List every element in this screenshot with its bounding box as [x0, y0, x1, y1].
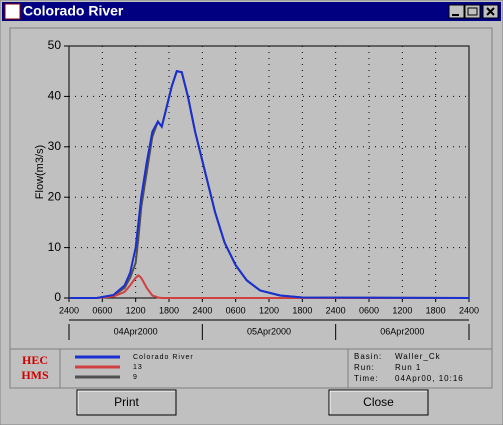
legend-label: 13 — [133, 364, 143, 371]
y-tick-label: 50 — [48, 38, 62, 52]
button[interactable] — [76, 389, 177, 416]
info-label: Run: — [354, 363, 375, 372]
info-label: Time: — [354, 374, 379, 383]
x-tick-label: 1200 — [259, 305, 279, 315]
y-tick-label: 10 — [48, 240, 62, 254]
title-bar — [2, 2, 501, 21]
button-bevel — [329, 390, 427, 414]
x-tick-label: 0600 — [92, 305, 112, 315]
button-label[interactable]: Print — [114, 395, 139, 409]
x-tick-label: 2400 — [326, 305, 346, 315]
x-tick-label: 2400 — [459, 305, 479, 315]
series-line — [69, 70, 470, 299]
x-tick-label: 2400 — [192, 305, 212, 315]
button-bevel — [77, 390, 175, 414]
legend-label: 9 — [133, 374, 138, 381]
y-tick-label: 30 — [48, 139, 62, 153]
x-tick-label: 0600 — [226, 305, 246, 315]
minimize-button[interactable] — [448, 4, 465, 19]
y-axis-label: Flow(m3/s) — [34, 145, 46, 199]
app-icon — [4, 3, 21, 20]
x-tick-label: 1800 — [159, 305, 179, 315]
x-tick-label: 1200 — [392, 305, 412, 315]
date-label: 05Apr2000 — [247, 326, 291, 336]
date-label: 04Apr2000 — [114, 326, 158, 336]
window-title: Colorado River — [23, 3, 124, 19]
x-tick-label: 1800 — [292, 305, 312, 315]
date-label: 06Apr2000 — [380, 326, 424, 336]
logo: HEC — [22, 353, 48, 367]
x-tick-label: 1200 — [126, 305, 146, 315]
button-label[interactable]: Close — [363, 395, 394, 409]
y-tick-label: 40 — [48, 89, 62, 103]
maximize-glyph — [467, 7, 478, 16]
maximize-button[interactable] — [464, 4, 481, 19]
x-tick-label: 0600 — [359, 305, 379, 315]
info-value: 04Apr00, 10:16 — [395, 374, 464, 383]
legend-label: Colorado River — [133, 354, 194, 361]
info-label: Basin: — [354, 352, 382, 361]
chart-panel — [9, 27, 493, 389]
x-tick-label: 1800 — [426, 305, 446, 315]
x-tick-label: 2400 — [59, 305, 79, 315]
logo: HMS — [21, 368, 49, 382]
info-value: Waller_Ck — [395, 352, 441, 361]
y-tick-label: 20 — [48, 189, 62, 203]
series-line — [69, 273, 469, 299]
info-value: Run 1 — [395, 363, 421, 372]
button[interactable] — [328, 389, 429, 416]
close-glyph — [486, 7, 495, 16]
y-tick-label: 0 — [54, 290, 61, 304]
